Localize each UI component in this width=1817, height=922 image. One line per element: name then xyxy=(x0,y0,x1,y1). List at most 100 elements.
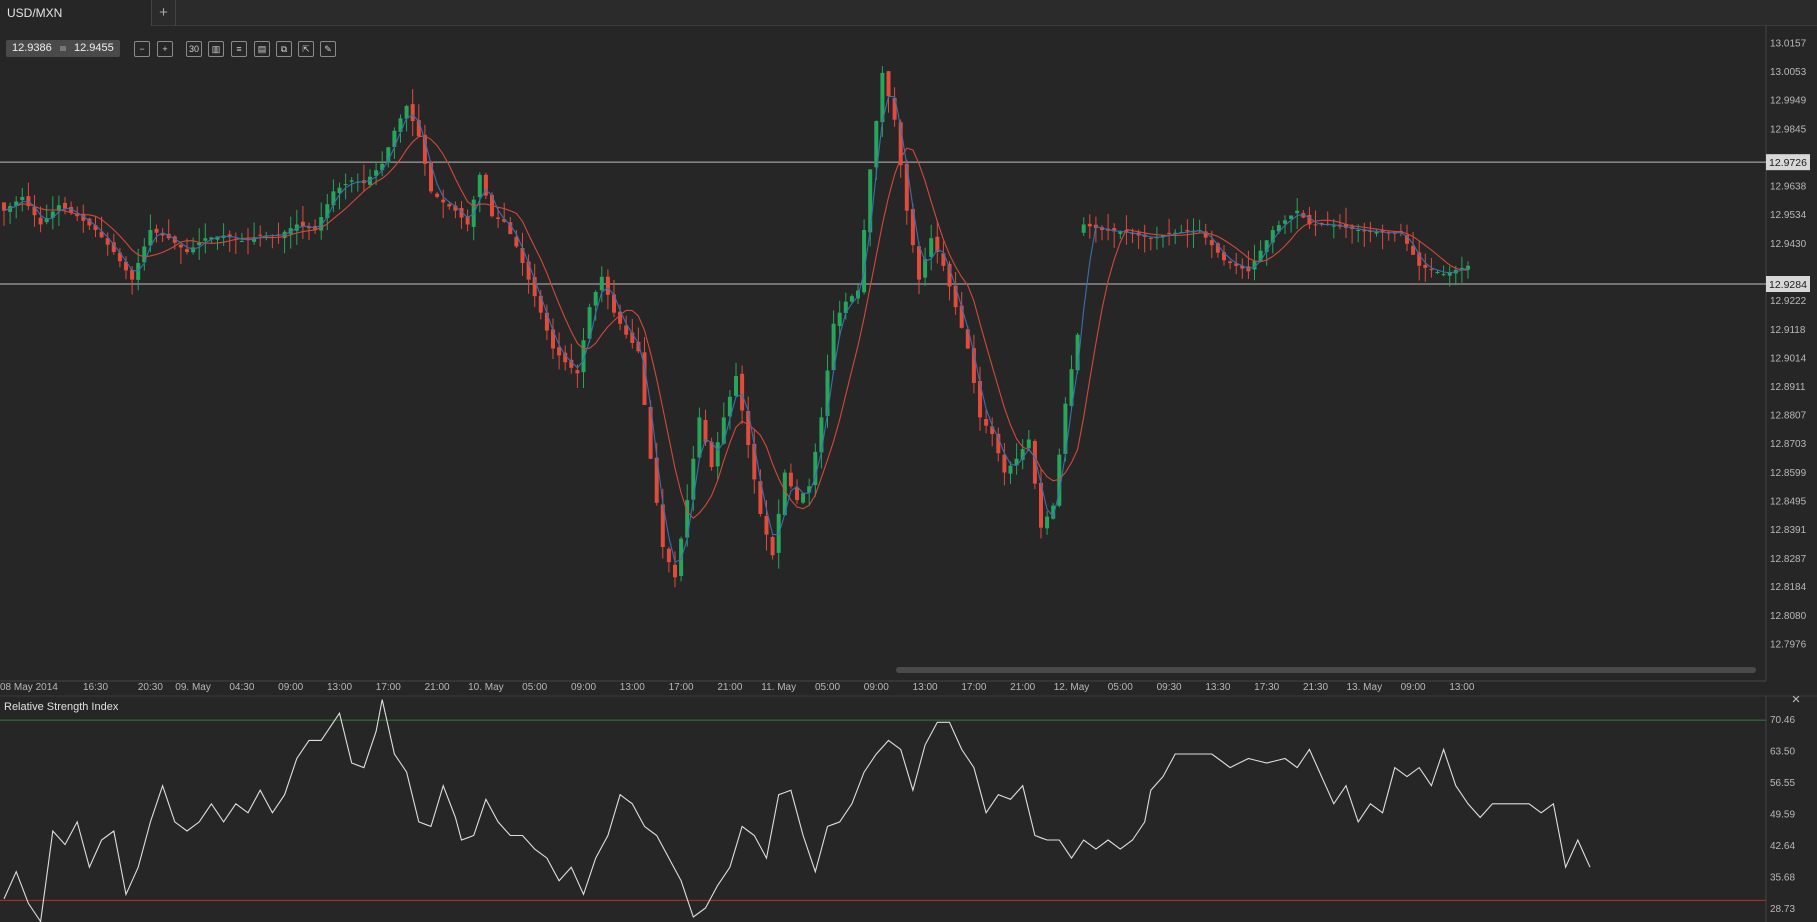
candle-body-128 xyxy=(782,472,787,516)
candle-body-136 xyxy=(831,323,836,370)
candle-body-65 xyxy=(398,118,403,132)
rsi-line xyxy=(3,699,1591,922)
bid-price: 12.9386 xyxy=(12,42,52,54)
candle-body-171 xyxy=(1045,516,1050,529)
candle-body-19 xyxy=(117,252,122,262)
time-tick-label-23: 09:30 xyxy=(1157,682,1182,693)
candle-body-30 xyxy=(185,248,189,253)
price-tick-label-11: 12.8807 xyxy=(1770,410,1807,421)
price-tick-label-0: 13.0157 xyxy=(1770,38,1807,49)
candle-body-192 xyxy=(1173,232,1178,234)
candle-body-28 xyxy=(172,236,177,243)
time-tick-label-22: 05:00 xyxy=(1108,682,1133,693)
candle-body-78 xyxy=(477,174,482,198)
indicators-icon[interactable]: ≡ xyxy=(231,41,247,57)
candle-body-220 xyxy=(1344,224,1348,228)
candle-body-46 xyxy=(282,231,287,239)
candle-body-209 xyxy=(1276,225,1281,232)
time-tick-label-27: 13. May xyxy=(1347,682,1383,693)
candle-body-212 xyxy=(1295,210,1300,214)
price-tick-label-5: 12.9534 xyxy=(1770,210,1807,221)
candle-body-121 xyxy=(740,373,745,411)
tab-bar: USD/MXN + xyxy=(0,0,1817,26)
rsi-tick-label-6: 28.73 xyxy=(1770,904,1795,915)
candle-body-32 xyxy=(197,242,202,246)
time-tick-label-28: 09:00 xyxy=(1401,682,1426,693)
chart-type-icon[interactable]: ▥ xyxy=(208,41,224,57)
candle-body-156 xyxy=(953,285,958,308)
candle-body-12 xyxy=(75,213,80,217)
candle-body-225 xyxy=(1374,232,1379,234)
candle-body-26 xyxy=(160,233,165,236)
horizontal-line-label-bg-0 xyxy=(1766,154,1810,171)
candle-body-215 xyxy=(1313,224,1318,226)
zoom-in-icon[interactable]: + xyxy=(157,41,173,57)
candle-body-123 xyxy=(752,443,757,480)
time-tick-label-16: 05:00 xyxy=(815,682,840,693)
candle-body-24 xyxy=(148,229,153,246)
rsi-tick-label-1: 63.50 xyxy=(1770,747,1795,758)
horizontal-lines xyxy=(0,161,1766,285)
candle-body-130 xyxy=(795,487,799,501)
candle-body-207 xyxy=(1264,240,1269,252)
candle-body-35 xyxy=(215,236,220,240)
rsi-levels xyxy=(0,719,1766,901)
candle-body-116 xyxy=(709,441,714,468)
candle-body-86 xyxy=(526,261,531,280)
candle-body-85 xyxy=(520,247,525,264)
price-tick-label-10: 12.8911 xyxy=(1770,382,1806,393)
price-chart-background xyxy=(0,26,1766,681)
candle-body-167 xyxy=(1020,449,1025,460)
candle-body-47 xyxy=(288,228,293,234)
zoom-out-icon[interactable]: − xyxy=(134,41,150,57)
candle-body-99 xyxy=(605,276,610,295)
candle-body-75 xyxy=(459,207,464,218)
candle-body-73 xyxy=(447,204,452,207)
candle-body-91 xyxy=(557,347,562,356)
candle-body-17 xyxy=(105,238,110,245)
candle-body-208 xyxy=(1270,229,1275,243)
candle-body-29 xyxy=(178,244,183,248)
price-tick-label-15: 12.8391 xyxy=(1770,525,1807,536)
candle-body-169 xyxy=(1032,441,1037,484)
rsi-close-icon[interactable]: × xyxy=(1791,691,1801,708)
time-tick-label-12: 13:00 xyxy=(620,682,645,693)
slow-ma-line xyxy=(3,135,1468,519)
timeframe-button[interactable]: 30 xyxy=(186,41,202,57)
candle-body-87 xyxy=(532,277,537,297)
candle-body-142 xyxy=(868,169,873,233)
candle-body-33 xyxy=(203,238,208,241)
candle-body-20 xyxy=(124,261,128,271)
add-tab-button[interactable]: + xyxy=(152,0,176,26)
candle-body-200 xyxy=(1222,252,1226,261)
candle-body-101 xyxy=(618,311,623,324)
candle-body-118 xyxy=(721,417,726,444)
copy-icon[interactable]: ⧉ xyxy=(276,41,292,57)
candle-body-104 xyxy=(636,341,641,352)
candle-body-188 xyxy=(1148,237,1153,239)
candle-body-236 xyxy=(1441,274,1446,276)
template-icon[interactable]: ▤ xyxy=(254,41,270,57)
price-tick-label-18: 12.8080 xyxy=(1770,611,1807,622)
candle-body-64 xyxy=(392,130,397,148)
candle-body-79 xyxy=(483,174,488,196)
tab-usdmxn[interactable]: USD/MXN xyxy=(0,0,152,26)
candle-body-0 xyxy=(2,202,6,211)
candle-body-211 xyxy=(1289,215,1294,219)
candle-body-177 xyxy=(1081,224,1086,233)
time-tick-label-19: 17:00 xyxy=(961,682,986,693)
candle-body-70 xyxy=(429,161,433,192)
candle-body-162 xyxy=(990,426,995,434)
candle-body-239 xyxy=(1459,267,1464,269)
screenshot-icon[interactable]: ⇱ xyxy=(298,41,314,57)
drawing-icon[interactable]: ✎ xyxy=(320,41,336,57)
candle-body-240 xyxy=(1466,265,1470,270)
candle-body-168 xyxy=(1026,439,1031,449)
time-scrollbar[interactable] xyxy=(896,667,1756,673)
candle-body-63 xyxy=(386,147,391,163)
time-tick-label-13: 17:00 xyxy=(669,682,694,693)
price-tick-label-4: 12.9638 xyxy=(1770,181,1807,192)
candle-body-68 xyxy=(416,120,421,137)
rsi-axis: 70.46 63.50 56.55 49.59 42.64 35.68 28.73 xyxy=(1770,715,1795,915)
